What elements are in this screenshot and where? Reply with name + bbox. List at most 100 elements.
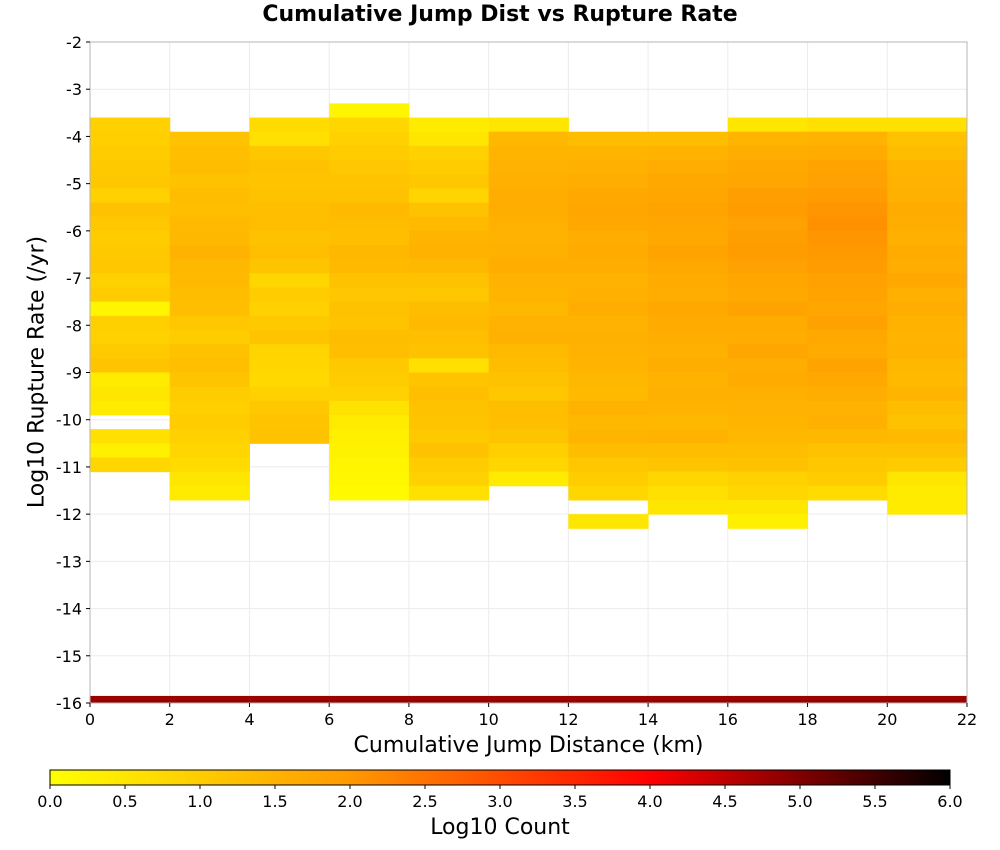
heatmap-cell xyxy=(568,188,649,204)
heatmap-cell xyxy=(568,414,649,430)
x-tick-label: 6 xyxy=(324,710,334,729)
heatmap-cell xyxy=(329,471,410,487)
heatmap-cell xyxy=(249,160,330,175)
heatmap-cell xyxy=(568,174,649,189)
heatmap-cell xyxy=(727,245,809,260)
x-tick-label: 4 xyxy=(244,710,254,729)
heatmap-cell xyxy=(249,245,330,260)
heatmap-cell xyxy=(568,287,649,303)
heatmap-cell xyxy=(568,443,649,458)
heatmap-cell xyxy=(408,145,490,161)
heatmap-cell xyxy=(648,245,729,260)
heatmap-cell xyxy=(169,160,250,175)
heatmap-cell xyxy=(329,216,410,232)
heatmap-cell xyxy=(727,287,809,303)
heatmap-cell xyxy=(169,174,250,189)
heatmap-cell xyxy=(727,174,809,189)
heatmap-cell xyxy=(807,216,888,232)
heatmap-cell xyxy=(329,202,410,218)
y-tick-label: -7 xyxy=(66,269,82,288)
heatmap-cell xyxy=(568,358,649,373)
colorbar-tick-label: 2.0 xyxy=(337,792,362,811)
y-tick-label: -2 xyxy=(66,33,82,52)
heatmap-cell xyxy=(648,145,729,161)
heatmap-cell xyxy=(249,145,330,161)
heatmap-cell xyxy=(90,358,171,373)
heatmap-cell xyxy=(488,245,569,260)
heatmap-cell xyxy=(329,230,410,246)
y-tick-label: -14 xyxy=(56,600,82,619)
heatmap-cell xyxy=(727,386,809,402)
heatmap-cell xyxy=(329,414,410,430)
heatmap-cell xyxy=(727,344,809,359)
heatmap-cell xyxy=(887,160,968,175)
heatmap-cell xyxy=(169,443,250,458)
heatmap-cell xyxy=(727,230,809,246)
heatmap-cell xyxy=(887,344,968,359)
heatmap-cell xyxy=(648,457,729,473)
heatmap-cell xyxy=(169,131,250,147)
heatmap-cell xyxy=(488,287,569,303)
heatmap-cell xyxy=(568,315,649,331)
heatmap-cell xyxy=(408,259,490,274)
heatmap-cell xyxy=(887,188,968,204)
heatmap-cell xyxy=(488,414,569,430)
heatmap-cell xyxy=(408,202,490,218)
heatmap-cell xyxy=(488,117,569,133)
heatmap-cell xyxy=(807,414,888,430)
heatmap-cell xyxy=(727,485,809,501)
colorbar xyxy=(49,769,951,786)
heatmap-cell xyxy=(568,400,649,416)
heatmap-cell xyxy=(727,414,809,430)
heatmap-cell xyxy=(648,174,729,189)
y-tick-label: -15 xyxy=(56,647,82,666)
heatmap-cell xyxy=(568,230,649,246)
x-axis-label: Cumulative Jump Distance (km) xyxy=(353,733,704,758)
heatmap-cell xyxy=(887,330,968,345)
colorbar-tick-label: 1.5 xyxy=(262,792,287,811)
heatmap-cell xyxy=(887,131,968,147)
heatmap-cell xyxy=(408,414,490,430)
heatmap-cell xyxy=(329,443,410,458)
heatmap-cell xyxy=(90,174,171,189)
heatmap-cell xyxy=(648,259,729,274)
heatmap-cell xyxy=(408,330,490,345)
heatmap-cell xyxy=(648,315,729,331)
heatmap-cell xyxy=(568,202,649,218)
heatmap-cell xyxy=(887,386,968,402)
heatmap-cell xyxy=(408,160,490,175)
heatmap-cell xyxy=(568,216,649,232)
heatmap-cell xyxy=(568,301,649,317)
heatmap-cell xyxy=(408,443,490,458)
heatmap-cell xyxy=(408,216,490,232)
heatmap-cell xyxy=(727,145,809,161)
heatmap-cell xyxy=(249,131,330,147)
heatmap-cell xyxy=(169,400,250,416)
heatmap-cell xyxy=(887,400,968,416)
heatmap-cell xyxy=(648,429,729,444)
heatmap-cell xyxy=(408,485,490,501)
colorbar-tick-label: 1.0 xyxy=(187,792,212,811)
heatmap-cell xyxy=(90,202,171,218)
heatmap-cell xyxy=(90,287,171,303)
heatmap-cell xyxy=(90,160,171,175)
heatmap-cell xyxy=(887,145,968,161)
x-tick-label: 18 xyxy=(797,710,817,729)
heatmap-cell xyxy=(648,216,729,232)
heatmap-cell xyxy=(807,386,888,402)
y-tick-label: -10 xyxy=(56,411,82,430)
heatmap-cell xyxy=(329,188,410,204)
heatmap-cell xyxy=(887,174,968,189)
heatmap-cell xyxy=(568,330,649,345)
heatmap-cell xyxy=(329,457,410,473)
heatmap-cell xyxy=(408,386,490,402)
heatmap-cell xyxy=(807,245,888,260)
heatmap-cell xyxy=(727,188,809,204)
y-tick-label: -11 xyxy=(56,458,82,477)
heatmap-cell xyxy=(648,230,729,246)
heatmap-cell xyxy=(169,216,250,232)
heatmap-cell xyxy=(807,287,888,303)
chart-title: Cumulative Jump Dist vs Rupture Rate xyxy=(262,2,738,27)
heatmap-cell xyxy=(249,386,330,402)
